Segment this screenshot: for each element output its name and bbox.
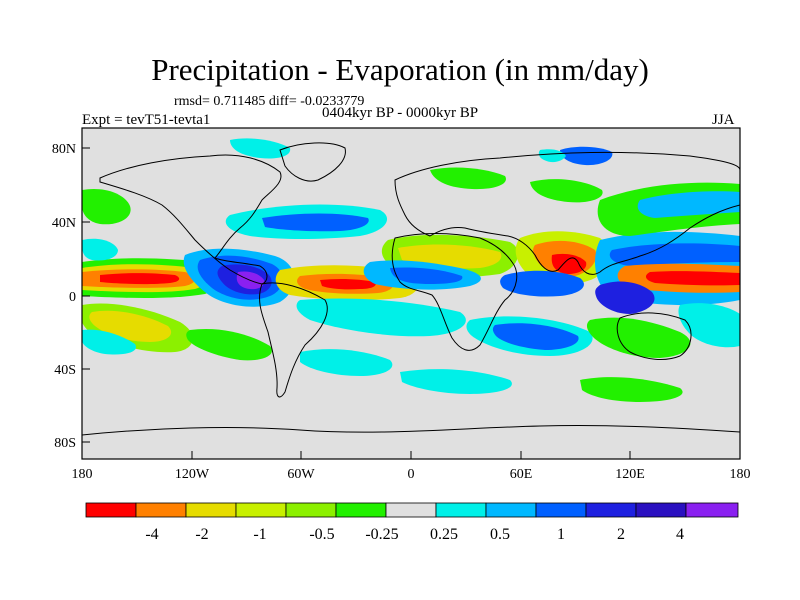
north-america-coast xyxy=(99,154,282,285)
legend-swatch xyxy=(335,502,387,518)
legend-swatch xyxy=(635,502,687,518)
legend-swatch xyxy=(485,502,537,518)
lat-tick-label: 80S xyxy=(54,436,76,451)
legend-swatch xyxy=(685,502,739,518)
legend-label: 1 xyxy=(557,526,565,543)
longitude-axis: 180 120W 60W 0 60E 120E 180 xyxy=(72,451,751,482)
plot-title: Precipitation - Evaporation (in mm/day) xyxy=(151,52,649,87)
greenland-coast xyxy=(279,142,346,182)
legend-swatch xyxy=(185,502,237,518)
stats-label: rmsd= 0.711485 diff= -0.0233779 xyxy=(174,94,365,109)
legend-label: -0.5 xyxy=(309,526,334,543)
legend-swatch xyxy=(435,502,487,518)
africa-coast xyxy=(391,233,518,351)
season-label: JJA xyxy=(712,112,735,128)
lon-tick-label: 180 xyxy=(72,467,93,482)
coastlines xyxy=(82,142,740,436)
south-atlantic-indian-bands xyxy=(296,298,740,402)
west-pacific-anomaly xyxy=(595,231,740,314)
indian-monsoon-anomaly xyxy=(500,231,610,297)
lat-tick-label: 40N xyxy=(52,216,76,231)
australia-coast xyxy=(616,312,692,360)
antarctica-coast xyxy=(82,424,740,436)
legend-swatch xyxy=(135,502,187,518)
period-label: 0404kyr BP - 0000kyr BP xyxy=(322,105,479,121)
legend-label: 0.25 xyxy=(430,526,458,543)
eurasia-coast xyxy=(394,151,740,275)
pe-field-contours xyxy=(82,138,740,402)
lon-tick-label: 0 xyxy=(408,467,415,482)
north-atlantic-band xyxy=(225,204,388,239)
legend-swatch xyxy=(285,502,337,518)
legend-label: 4 xyxy=(676,526,684,543)
legend-label: -2 xyxy=(195,526,208,543)
south-pacific-bands xyxy=(82,303,272,361)
colorbar-labels: -4 -2 -1 -0.5 -0.25 0.25 0.5 1 2 4 xyxy=(145,526,684,543)
lon-tick-label: 120E xyxy=(615,467,645,482)
latitude-axis: 80N 40N 0 40S 80S xyxy=(52,142,90,451)
legend-label: 2 xyxy=(617,526,625,543)
lon-tick-label: 120W xyxy=(175,467,210,482)
high-latitude-patches xyxy=(82,138,613,261)
legend-swatch xyxy=(385,502,437,518)
lat-tick-label: 0 xyxy=(69,290,76,305)
lat-tick-label: 80N xyxy=(52,142,76,157)
legend-label: -0.25 xyxy=(365,526,398,543)
lon-tick-label: 60W xyxy=(287,467,315,482)
north-pacific-band xyxy=(597,182,740,236)
lon-tick-label: 60E xyxy=(510,467,533,482)
legend-swatch xyxy=(585,502,637,518)
legend-label: -4 xyxy=(145,526,158,543)
legend-swatch xyxy=(85,502,137,518)
legend-swatch xyxy=(235,502,287,518)
south-america-coast xyxy=(259,282,328,398)
lat-tick-label: 40S xyxy=(54,363,76,378)
lon-tick-label: 180 xyxy=(730,467,751,482)
legend-label: 0.5 xyxy=(490,526,510,543)
experiment-label: Expt = tevT51-tevta1 xyxy=(82,112,211,128)
legend-label: -1 xyxy=(253,526,266,543)
west-africa-band xyxy=(363,234,519,290)
colorbar-legend xyxy=(85,502,739,518)
legend-swatch xyxy=(535,502,587,518)
